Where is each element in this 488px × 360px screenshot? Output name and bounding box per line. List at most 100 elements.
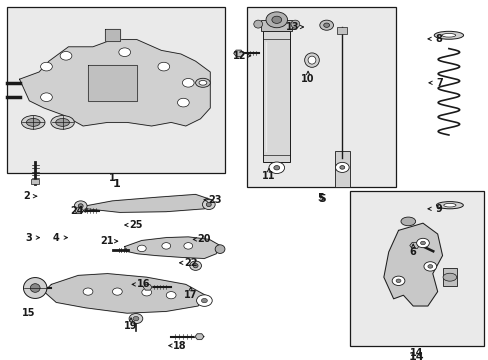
Circle shape xyxy=(60,51,72,60)
Bar xyxy=(442,268,456,286)
Polygon shape xyxy=(409,242,419,249)
Bar xyxy=(261,20,292,31)
Polygon shape xyxy=(233,50,243,57)
Text: 10: 10 xyxy=(301,74,314,84)
Circle shape xyxy=(142,289,151,296)
Circle shape xyxy=(395,279,400,283)
Ellipse shape xyxy=(26,118,40,126)
Circle shape xyxy=(137,245,146,252)
Text: 11: 11 xyxy=(262,171,275,181)
Circle shape xyxy=(335,162,348,172)
Circle shape xyxy=(416,238,428,248)
Polygon shape xyxy=(20,40,210,126)
Bar xyxy=(349,191,483,346)
Ellipse shape xyxy=(441,33,455,37)
Text: 21: 21 xyxy=(100,236,113,246)
Text: 14: 14 xyxy=(409,348,423,358)
Text: 16: 16 xyxy=(136,279,150,289)
Circle shape xyxy=(196,295,212,306)
Circle shape xyxy=(158,62,169,71)
Text: 4: 4 xyxy=(53,233,60,243)
Text: 15: 15 xyxy=(21,308,35,318)
Text: 14: 14 xyxy=(408,352,424,360)
Circle shape xyxy=(119,48,130,57)
Circle shape xyxy=(319,20,333,30)
Ellipse shape xyxy=(304,53,319,67)
Ellipse shape xyxy=(23,278,47,298)
Text: 12: 12 xyxy=(232,51,246,61)
Circle shape xyxy=(201,298,207,303)
Bar xyxy=(334,151,349,187)
Ellipse shape xyxy=(307,56,315,64)
Text: 22: 22 xyxy=(183,258,197,268)
Text: 1: 1 xyxy=(112,179,120,189)
Text: 19: 19 xyxy=(124,321,138,331)
Circle shape xyxy=(420,241,425,245)
Polygon shape xyxy=(124,237,220,258)
Ellipse shape xyxy=(199,81,206,85)
Polygon shape xyxy=(75,208,83,213)
Circle shape xyxy=(323,23,329,27)
Circle shape xyxy=(427,265,432,268)
Ellipse shape xyxy=(290,20,299,28)
Bar xyxy=(31,179,39,184)
Circle shape xyxy=(177,98,189,107)
Circle shape xyxy=(83,288,93,295)
Text: 18: 18 xyxy=(173,341,186,351)
Circle shape xyxy=(182,78,194,87)
Ellipse shape xyxy=(433,31,463,39)
Bar xyxy=(7,7,224,173)
Ellipse shape xyxy=(193,264,198,268)
Text: 5: 5 xyxy=(316,193,323,203)
Bar xyxy=(246,7,395,187)
Ellipse shape xyxy=(56,118,69,126)
Polygon shape xyxy=(383,223,442,306)
Circle shape xyxy=(41,93,52,102)
Bar xyxy=(263,31,290,162)
Ellipse shape xyxy=(253,20,262,28)
Circle shape xyxy=(265,12,287,28)
Text: 3: 3 xyxy=(25,233,32,243)
Ellipse shape xyxy=(21,116,45,129)
Text: 1: 1 xyxy=(109,173,116,183)
Polygon shape xyxy=(195,334,203,339)
Text: 25: 25 xyxy=(129,220,142,230)
Circle shape xyxy=(268,162,284,174)
Ellipse shape xyxy=(436,202,463,209)
Ellipse shape xyxy=(189,261,201,270)
Ellipse shape xyxy=(206,202,211,207)
Text: 7: 7 xyxy=(436,78,443,88)
Text: 13: 13 xyxy=(285,22,299,32)
Circle shape xyxy=(423,262,436,271)
Circle shape xyxy=(183,243,192,249)
Ellipse shape xyxy=(202,199,215,210)
Circle shape xyxy=(391,276,404,285)
Circle shape xyxy=(271,16,281,23)
Ellipse shape xyxy=(442,273,456,281)
Text: 23: 23 xyxy=(208,195,222,205)
Circle shape xyxy=(41,62,52,71)
Circle shape xyxy=(112,288,122,295)
Circle shape xyxy=(166,292,176,299)
Circle shape xyxy=(133,316,139,321)
Text: 6: 6 xyxy=(409,247,416,257)
Ellipse shape xyxy=(30,284,40,292)
Text: 9: 9 xyxy=(435,204,442,214)
Ellipse shape xyxy=(215,245,224,253)
Text: 17: 17 xyxy=(183,290,197,300)
Text: 8: 8 xyxy=(435,34,442,44)
Ellipse shape xyxy=(400,217,415,226)
Bar xyxy=(337,27,346,34)
Ellipse shape xyxy=(51,116,74,129)
Circle shape xyxy=(339,166,344,169)
Text: 5: 5 xyxy=(317,194,325,204)
Polygon shape xyxy=(44,274,205,313)
Polygon shape xyxy=(105,29,120,41)
Polygon shape xyxy=(76,194,212,212)
Ellipse shape xyxy=(78,204,83,208)
Ellipse shape xyxy=(195,78,210,87)
Circle shape xyxy=(129,314,142,324)
Text: 2: 2 xyxy=(23,191,30,201)
Ellipse shape xyxy=(443,203,455,207)
Polygon shape xyxy=(143,284,152,290)
